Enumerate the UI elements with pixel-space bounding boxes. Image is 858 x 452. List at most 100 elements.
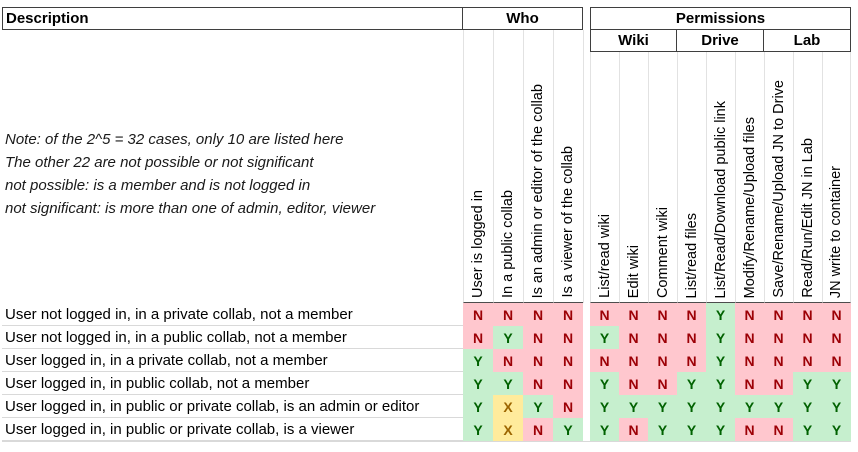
perm-value-cell[interactable]: Y: [590, 418, 619, 441]
who-value-cell[interactable]: N: [523, 303, 553, 326]
who-value-cell[interactable]: N: [493, 349, 523, 372]
perm-column-header[interactable]: Read/Run/Edit JN in Lab: [793, 52, 822, 303]
perm-value-cell[interactable]: Y: [648, 418, 677, 441]
who-value-cell[interactable]: Y: [463, 395, 493, 418]
perm-value-cell[interactable]: N: [677, 326, 706, 349]
lab-subgroup-header-cell[interactable]: Lab: [764, 30, 851, 52]
note-cell[interactable]: Note: of the 2^5 = 32 cases, only 10 are…: [2, 52, 463, 303]
who-value-cell[interactable]: N: [553, 372, 583, 395]
row-description[interactable]: User logged in, in public or private col…: [2, 395, 463, 418]
who-value-cell[interactable]: N: [523, 372, 553, 395]
perm-value-cell[interactable]: N: [619, 349, 648, 372]
perm-column-header[interactable]: List/Read/Download public link: [706, 52, 735, 303]
perm-value-cell[interactable]: Y: [706, 349, 735, 372]
perm-value-cell[interactable]: Y: [822, 395, 851, 418]
who-value-cell[interactable]: X: [493, 395, 523, 418]
perm-column-header[interactable]: Modify/Rename/Upload files: [735, 52, 764, 303]
perm-value-cell[interactable]: Y: [706, 326, 735, 349]
description-header-cell[interactable]: Description: [2, 7, 463, 30]
row-description[interactable]: User not logged in, in a public collab, …: [2, 326, 463, 349]
perm-value-cell[interactable]: Y: [677, 395, 706, 418]
perm-value-cell[interactable]: N: [619, 372, 648, 395]
perm-value-cell[interactable]: N: [764, 372, 793, 395]
perm-value-cell[interactable]: Y: [590, 395, 619, 418]
who-column-header[interactable]: Is an admin or editor of the collab: [523, 52, 553, 303]
perm-value-cell[interactable]: N: [764, 418, 793, 441]
perm-value-cell[interactable]: Y: [822, 418, 851, 441]
perm-value-cell[interactable]: N: [677, 349, 706, 372]
who-value-cell[interactable]: N: [553, 349, 583, 372]
perm-column-header[interactable]: Edit wiki: [619, 52, 648, 303]
perm-value-cell[interactable]: Y: [677, 372, 706, 395]
row-description[interactable]: User logged in, in public collab, not a …: [2, 372, 463, 395]
perm-value-cell[interactable]: N: [590, 303, 619, 326]
who-value-cell[interactable]: N: [553, 395, 583, 418]
perm-value-cell[interactable]: Y: [793, 395, 822, 418]
perm-value-cell[interactable]: N: [619, 326, 648, 349]
who-value-cell[interactable]: N: [493, 303, 523, 326]
perm-value-cell[interactable]: Y: [706, 372, 735, 395]
perm-value-cell[interactable]: Y: [793, 372, 822, 395]
who-value-cell[interactable]: N: [523, 326, 553, 349]
row-description[interactable]: User logged in, in public or private col…: [2, 418, 463, 441]
who-group-header-cell[interactable]: Who: [463, 7, 583, 30]
perm-value-cell[interactable]: N: [735, 326, 764, 349]
perm-column-header[interactable]: Comment wiki: [648, 52, 677, 303]
perm-value-cell[interactable]: Y: [793, 418, 822, 441]
perm-column-header[interactable]: Save/Rename/Upload JN to Drive: [764, 52, 793, 303]
who-value-cell[interactable]: Y: [523, 395, 553, 418]
who-value-cell[interactable]: N: [523, 349, 553, 372]
perm-value-cell[interactable]: Y: [590, 372, 619, 395]
who-value-cell[interactable]: N: [463, 326, 493, 349]
who-column-header[interactable]: User is logged in: [463, 52, 493, 303]
perm-value-cell[interactable]: N: [822, 326, 851, 349]
who-value-cell[interactable]: Y: [463, 418, 493, 441]
perm-value-cell[interactable]: N: [648, 372, 677, 395]
perm-value-cell[interactable]: Y: [706, 303, 735, 326]
who-value-cell[interactable]: Y: [463, 372, 493, 395]
perm-value-cell[interactable]: N: [648, 303, 677, 326]
perm-value-cell[interactable]: N: [764, 326, 793, 349]
who-value-cell[interactable]: X: [493, 418, 523, 441]
perm-value-cell[interactable]: Y: [648, 395, 677, 418]
who-column-header[interactable]: In a public collab: [493, 52, 523, 303]
perm-value-cell[interactable]: N: [793, 349, 822, 372]
who-value-cell[interactable]: N: [523, 418, 553, 441]
perm-value-cell[interactable]: N: [648, 326, 677, 349]
perm-value-cell[interactable]: N: [619, 418, 648, 441]
who-value-cell[interactable]: N: [553, 326, 583, 349]
perm-value-cell[interactable]: N: [764, 303, 793, 326]
permissions-group-header-cell[interactable]: Permissions: [590, 7, 851, 30]
perm-value-cell[interactable]: Y: [822, 372, 851, 395]
perm-value-cell[interactable]: Y: [706, 395, 735, 418]
who-value-cell[interactable]: Y: [553, 418, 583, 441]
who-value-cell[interactable]: Y: [493, 326, 523, 349]
perm-value-cell[interactable]: Y: [590, 326, 619, 349]
perm-value-cell[interactable]: N: [735, 349, 764, 372]
perm-value-cell[interactable]: N: [590, 349, 619, 372]
perm-value-cell[interactable]: N: [822, 349, 851, 372]
perm-value-cell[interactable]: N: [764, 349, 793, 372]
perm-value-cell[interactable]: N: [619, 303, 648, 326]
perm-value-cell[interactable]: Y: [677, 418, 706, 441]
perm-value-cell[interactable]: N: [793, 303, 822, 326]
who-value-cell[interactable]: N: [463, 303, 493, 326]
who-value-cell[interactable]: N: [553, 303, 583, 326]
perm-value-cell[interactable]: Y: [735, 395, 764, 418]
perm-value-cell[interactable]: Y: [619, 395, 648, 418]
who-column-header[interactable]: Is a viewer of the collab: [553, 52, 583, 303]
perm-column-header[interactable]: List/read wiki: [590, 52, 619, 303]
perm-value-cell[interactable]: Y: [706, 418, 735, 441]
drive-subgroup-header-cell[interactable]: Drive: [677, 30, 764, 52]
perm-column-header[interactable]: JN write to container: [822, 52, 851, 303]
who-value-cell[interactable]: Y: [463, 349, 493, 372]
row-description[interactable]: User not logged in, in a private collab,…: [2, 303, 463, 326]
perm-value-cell[interactable]: N: [822, 303, 851, 326]
perm-column-header[interactable]: List/read files: [677, 52, 706, 303]
who-value-cell[interactable]: Y: [493, 372, 523, 395]
perm-value-cell[interactable]: N: [793, 326, 822, 349]
perm-value-cell[interactable]: Y: [764, 395, 793, 418]
perm-value-cell[interactable]: N: [735, 418, 764, 441]
perm-value-cell[interactable]: N: [648, 349, 677, 372]
wiki-subgroup-header-cell[interactable]: Wiki: [590, 30, 677, 52]
